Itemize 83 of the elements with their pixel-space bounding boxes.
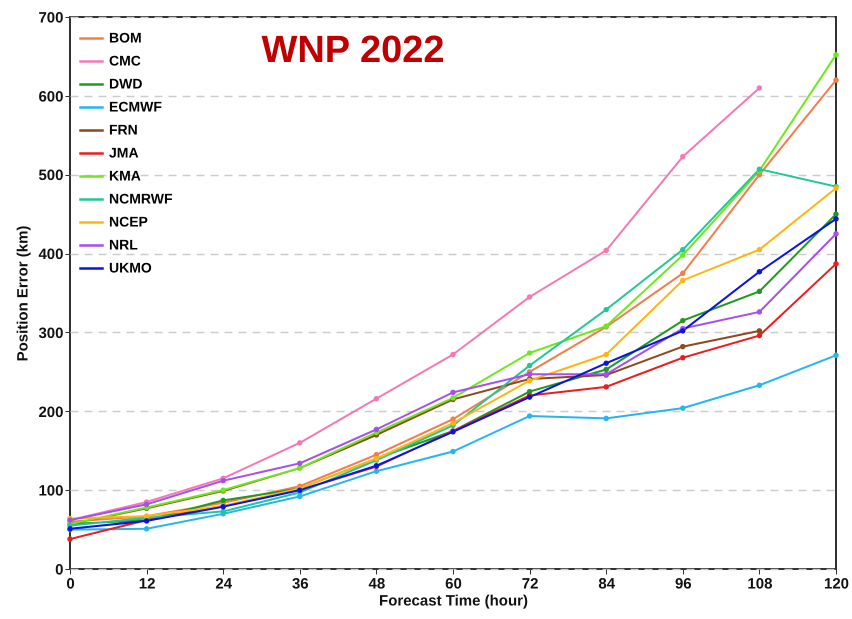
chart-title: WNP 2022 <box>261 29 445 71</box>
x-tick-label: 24 <box>215 576 233 592</box>
point <box>603 384 609 390</box>
legend-label: NRL <box>109 236 138 252</box>
point <box>756 382 762 388</box>
point <box>297 460 303 466</box>
point <box>603 366 609 372</box>
point <box>603 306 609 312</box>
point <box>833 77 839 83</box>
point <box>756 85 762 91</box>
point <box>526 294 532 300</box>
point <box>297 440 303 446</box>
x-tick-label: 12 <box>138 576 156 592</box>
y-tick-label: 100 <box>38 482 64 500</box>
y-tick-label: 500 <box>38 167 64 184</box>
point <box>67 536 73 542</box>
point <box>374 426 380 432</box>
point <box>680 278 686 284</box>
y-tick-label: 700 <box>38 10 64 26</box>
point <box>756 268 762 274</box>
point <box>680 270 686 276</box>
point <box>220 508 226 514</box>
legend-label: NCEP <box>109 214 148 230</box>
point <box>833 352 839 358</box>
legend-label: JMA <box>109 144 139 160</box>
point <box>680 405 686 411</box>
y-tick-label: 200 <box>38 404 64 421</box>
point <box>833 216 839 222</box>
point <box>756 332 762 338</box>
point <box>756 309 762 315</box>
legend-label: UKMO <box>109 260 152 276</box>
x-tick-label: 84 <box>598 576 616 592</box>
point <box>220 498 226 504</box>
y-tick-label: 400 <box>38 246 64 264</box>
point <box>526 350 532 356</box>
y-tick-label: 0 <box>55 562 64 578</box>
x-tick-label: 48 <box>368 576 386 592</box>
point <box>680 328 686 334</box>
y-tick-label: 300 <box>38 324 64 342</box>
point <box>603 416 609 422</box>
point <box>603 360 609 366</box>
point <box>374 396 380 402</box>
legend-label: CMC <box>109 52 141 68</box>
point <box>680 246 686 252</box>
x-tick-label: 96 <box>674 576 692 592</box>
x-tick-label: 108 <box>747 576 772 592</box>
point <box>603 352 609 358</box>
point <box>680 318 686 324</box>
legend-label: BOM <box>109 30 142 46</box>
point <box>833 261 839 267</box>
point <box>680 252 686 258</box>
point <box>374 468 380 474</box>
point <box>756 246 762 252</box>
x-axis-title: Forecast Time (hour) <box>379 592 528 610</box>
point <box>680 354 686 360</box>
legend-label: KMA <box>109 168 141 184</box>
legend-label: NCMRWF <box>109 190 173 206</box>
point <box>450 352 456 358</box>
legend-label: FRN <box>109 122 138 138</box>
point <box>526 362 532 368</box>
point <box>756 288 762 294</box>
x-tick-label: 60 <box>445 576 462 592</box>
x-tick-label: 36 <box>292 576 309 592</box>
point <box>833 211 839 217</box>
point <box>450 420 456 426</box>
point <box>833 52 839 58</box>
point <box>680 154 686 160</box>
point <box>144 502 150 508</box>
point <box>603 248 609 254</box>
point <box>450 448 456 454</box>
point <box>833 231 839 237</box>
point <box>450 390 456 396</box>
x-tick-label: 0 <box>66 576 75 592</box>
point <box>756 328 762 334</box>
x-tick-label: 120 <box>824 576 850 592</box>
legend-label: ECMWF <box>109 98 162 114</box>
x-tick-label: 72 <box>522 576 538 592</box>
point <box>680 344 686 350</box>
legend-label: DWD <box>109 76 142 92</box>
y-tick-label: 600 <box>38 88 64 106</box>
y-axis-title: Position Error (km) <box>14 226 32 362</box>
point <box>526 413 532 419</box>
point <box>144 526 150 532</box>
